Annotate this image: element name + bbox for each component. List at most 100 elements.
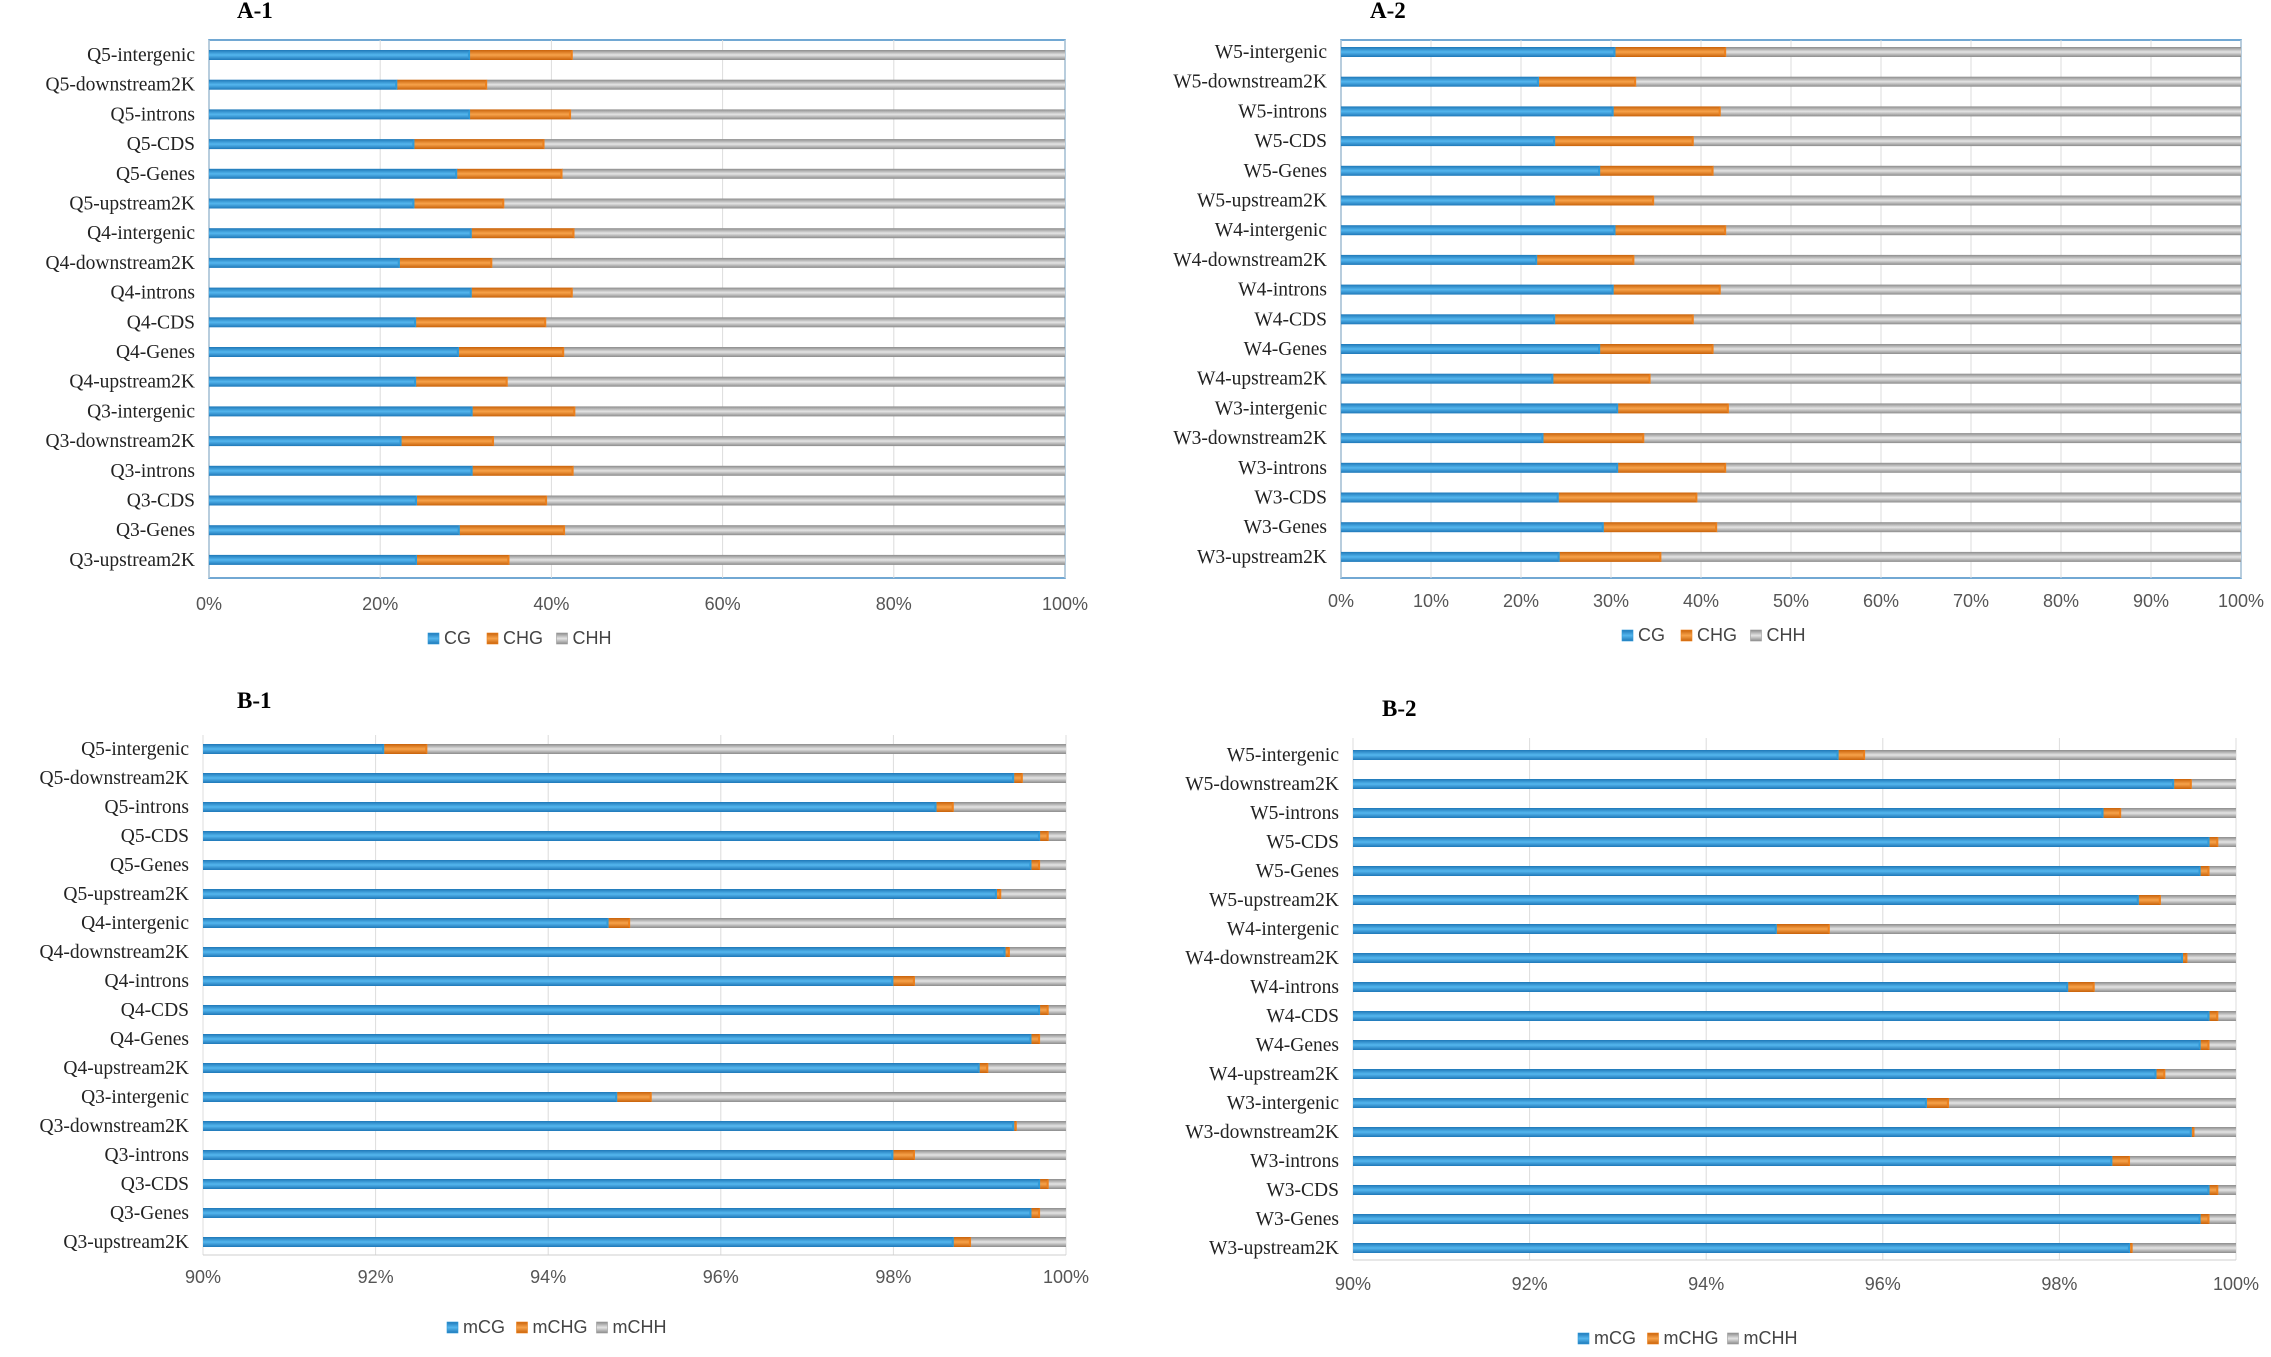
bar-segment-chg [1553,373,1651,384]
bar-segment-mchh [2209,866,2236,876]
category-label: Q4-Genes [110,1029,189,1050]
bar-segment-chh [1713,344,2241,354]
x-tick-label: 90% [185,1267,221,1287]
bar-segment-mcg [203,1034,1032,1044]
legend-swatch-mcg [446,1321,459,1334]
bar-segment-mcg [203,1208,1032,1218]
category-label: Q5-Genes [116,164,195,185]
bar-segment-mchg [608,918,631,928]
bar-segment-cg [209,376,417,387]
legend-label-cg: CG [1638,625,1665,645]
bar-segment-cg [1341,433,1544,444]
category-label: W5-downstream2K [1185,774,1339,795]
legend-swatch-cg [1621,629,1634,642]
x-tick-label: 100% [2213,1274,2259,1294]
category-label: W4-CDS [1254,309,1327,330]
bar-segment-mchh [1949,1098,2236,1108]
category-label: W4-downstream2K [1185,948,1339,969]
bar-segment-mchg [1031,1208,1041,1218]
bar-segment-chg [1615,47,1727,57]
bar-segment-mchg [2174,779,2192,789]
bar-segment-chh [509,554,1065,565]
bar-segment-chg [397,79,488,90]
category-label: Q5-intergenic [87,45,195,66]
bar-segment-mchh [2165,1069,2236,1079]
bar-segment-cg [1341,76,1539,87]
bar-segment-mcg [203,947,1006,957]
bar-segment-mcg [203,1150,894,1160]
category-label: W4-upstream2K [1197,369,1327,390]
legend: CG CHG CHH [427,628,612,648]
bar-segment-mchg [1926,1098,1950,1108]
bar-segment-chg [471,228,575,239]
bar-segment-chg [416,317,547,328]
bar-segment-chg [399,257,493,268]
bar-segment-chh [1636,76,2241,87]
bar-segment-cg [1341,225,1616,236]
legend-label-chh: CHH [573,628,612,648]
bar-segment-mchh [2191,779,2236,789]
bar-segment-mchh [2209,1040,2236,1050]
x-tick-label: 100% [1042,594,1088,614]
bar-segment-mcg [203,1179,1041,1189]
legend-label-mcg: mCG [463,1317,505,1337]
bar-segment-mchh [1009,947,1066,957]
category-label: Q5-upstream2K [69,194,195,215]
bar-segment-cg [1341,492,1559,503]
bar-segment-cg [1341,284,1614,295]
legend-label-chg: CHG [1697,625,1737,645]
bar-segment-cg [209,317,417,328]
x-tick-label: 70% [1953,591,1989,611]
x-tick-label: 10% [1413,591,1449,611]
bar-segment-mchh [2132,1243,2236,1253]
panel-title-a1: A-1 [237,0,273,23]
bar-segment-cg [209,436,402,447]
category-label: W3-Genes [1244,517,1327,538]
category-label: W3-intergenic [1215,398,1328,419]
x-tick-label: 96% [1865,1274,1901,1294]
legend-swatch-cg [427,632,440,645]
bar-segment-mchg [1838,750,1866,760]
category-label: Q5-CDS [121,826,189,847]
category-label: W3-downstream2K [1173,428,1327,449]
bar-segment-chg [1613,106,1721,117]
bar-segment-mchg [2112,1156,2131,1166]
x-tick-label: 20% [362,594,398,614]
bar-segment-chh [571,109,1065,120]
bar-segment-mchg [2183,953,2188,963]
legend-swatch-mcg [1577,1332,1590,1345]
legend-swatch-chg [1680,629,1693,642]
category-label: W3-downstream2K [1185,1122,1339,1143]
bar-segment-cg [209,139,415,150]
category-label: W3-introns [1250,1151,1339,1172]
legend-label-mcg: mCG [1594,1328,1636,1348]
bar-segment-chh [1713,165,2241,176]
x-tick-label: 98% [2041,1274,2077,1294]
bar-segment-mchh [1829,924,2236,934]
chart-a1: 0% 20% 40% 60% 80% 100% Q5-intergenic Q5-downst… [46,39,1088,648]
category-label: Q5-downstream2K [46,75,195,96]
bar-segment-chg [1615,225,1727,236]
bar-segment-chh [1654,195,2241,206]
bar-segment-mchh [988,1063,1066,1073]
bar-segment-mchg [2200,1040,2210,1050]
bar-segment-mchg [2156,1069,2166,1079]
category-label: Q3-upstream2K [69,550,195,571]
legend-swatch-mchh [596,1321,608,1334]
bar-segment-chh [1693,136,2241,147]
category-label: W3-upstream2K [1197,547,1327,568]
category-label: Q4-introns [105,971,190,992]
x-tick-label: 40% [1683,591,1719,611]
bar-segment-mchg [1776,924,1830,934]
bar-segment-mchh [1048,1179,1066,1189]
x-tick-label: 0% [196,594,222,614]
bar-segment-chg [458,347,565,357]
bar-segment-mchg [384,744,428,754]
panel-title-b1: B-1 [237,688,272,713]
bar-segment-mchh [1048,831,1066,841]
bar-segment-chg [1539,76,1637,87]
bar-segment-mcg [1353,1243,2131,1253]
bar-segment-mchg [893,976,915,986]
category-label: W5-upstream2K [1209,890,1339,911]
legend-swatch-chg [486,632,499,645]
